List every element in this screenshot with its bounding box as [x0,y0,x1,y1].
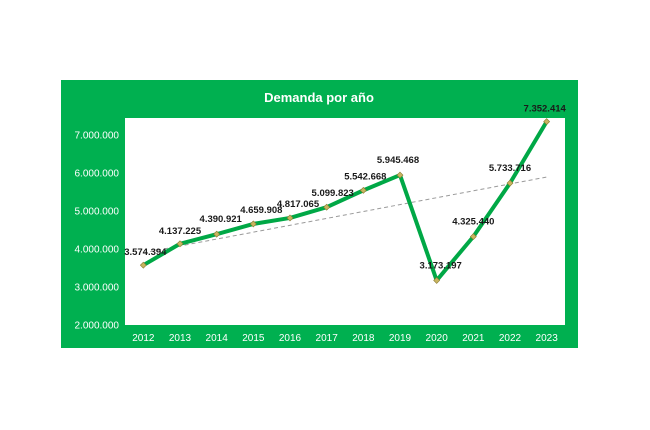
line-chart: Demanda por año 3.574.394 4.137.2254.390.… [75,90,567,344]
trendline [143,176,547,254]
x-tick-label: 2016 [279,333,302,344]
x-tick-label: 2015 [242,333,265,344]
chart-title: Demanda por año [264,90,374,105]
x-tick-label: 2023 [536,333,559,344]
y-tick-label: 4.000.000 [75,245,120,256]
data-point-marker [396,171,404,179]
data-label: 7.352.414 [524,104,567,115]
plot-area [125,118,565,325]
x-tick-label: 2017 [316,333,339,344]
y-tick-label: 3.000.000 [75,283,120,294]
series-line [141,119,549,283]
data-point-marker [506,179,514,187]
x-tick-label: 2020 [426,333,449,344]
y-axis-ticks: 2.000.000 3.000.000 4.000.000 5.000.000 6.00… [75,131,120,332]
data-label: 5.099.823 [312,188,354,199]
data-label: 5.542.668 [344,171,386,182]
data-point-marker [213,230,221,238]
data-label: 5.945.468 [377,155,419,166]
data-label: 4.137.225 [159,226,202,237]
x-axis-ticks: 2012 2013 2014 2015 2016 2017 2018 2019 2020 2021… [132,333,558,344]
x-tick-label: 2014 [206,333,229,344]
y-tick-label: 6.000.000 [75,169,120,180]
trendline-segment [143,176,547,254]
data-label: 4.659.908 [240,205,282,216]
y-tick-label: 2.000.000 [75,321,120,332]
x-tick-label: 2022 [499,333,522,344]
data-point-marker [139,261,147,269]
series-markers [139,118,551,284]
data-point-marker [176,240,184,248]
data-label: 5.733.716 [489,163,531,174]
x-tick-label: 2013 [169,333,192,344]
data-labels: 3.574.394 4.137.2254.390.9214.659.9084.81… [124,104,566,272]
x-tick-label: 2021 [462,333,485,344]
data-point-marker [359,186,367,194]
series-polyline [141,119,549,283]
data-point-marker [286,214,294,222]
x-tick-label: 2019 [389,333,412,344]
data-point-marker [543,118,551,126]
data-label: 4.390.921 [200,214,243,225]
data-point-marker [433,276,441,284]
data-label: 3.173.197 [420,260,462,271]
y-tick-label: 5.000.000 [75,207,120,218]
x-tick-label: 2018 [352,333,375,344]
chart-frame: Demanda por año 3.574.394 4.137.225 4.390.… [61,80,578,348]
data-label: 4.325.440 [452,217,494,228]
data-point-marker [323,203,331,211]
data-point-marker [469,233,477,241]
y-tick-label: 7.000.000 [75,131,120,142]
x-tick-label: 2012 [132,333,155,344]
data-label: 3.574.394 [124,247,167,258]
data-point-marker [249,220,257,228]
data-label: 4.817.065 [277,199,320,210]
